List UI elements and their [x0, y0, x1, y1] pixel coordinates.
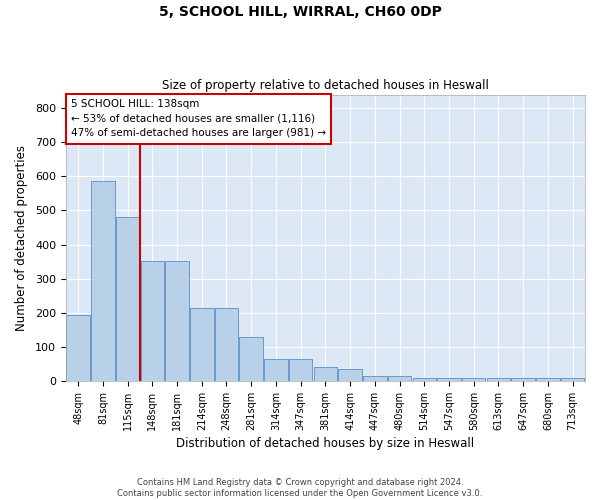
- Bar: [116, 218, 139, 381]
- Bar: [561, 378, 584, 381]
- Bar: [338, 369, 362, 381]
- Text: 5, SCHOOL HILL, WIRRAL, CH60 0DP: 5, SCHOOL HILL, WIRRAL, CH60 0DP: [158, 5, 442, 19]
- Bar: [536, 378, 560, 381]
- Bar: [388, 376, 412, 381]
- Bar: [166, 261, 189, 381]
- X-axis label: Distribution of detached houses by size in Heswall: Distribution of detached houses by size …: [176, 437, 475, 450]
- Y-axis label: Number of detached properties: Number of detached properties: [15, 145, 28, 331]
- Title: Size of property relative to detached houses in Heswall: Size of property relative to detached ho…: [162, 79, 489, 92]
- Bar: [91, 182, 115, 381]
- Bar: [67, 316, 90, 381]
- Bar: [413, 378, 436, 381]
- Bar: [190, 308, 214, 381]
- Bar: [239, 336, 263, 381]
- Bar: [487, 378, 510, 381]
- Bar: [462, 378, 485, 381]
- Bar: [437, 378, 461, 381]
- Bar: [140, 261, 164, 381]
- Bar: [511, 378, 535, 381]
- Bar: [264, 360, 287, 381]
- Bar: [314, 368, 337, 381]
- Text: 5 SCHOOL HILL: 138sqm
← 53% of detached houses are smaller (1,116)
47% of semi-d: 5 SCHOOL HILL: 138sqm ← 53% of detached …: [71, 99, 326, 138]
- Bar: [363, 376, 386, 381]
- Bar: [215, 308, 238, 381]
- Text: Contains HM Land Registry data © Crown copyright and database right 2024.
Contai: Contains HM Land Registry data © Crown c…: [118, 478, 482, 498]
- Bar: [289, 360, 313, 381]
